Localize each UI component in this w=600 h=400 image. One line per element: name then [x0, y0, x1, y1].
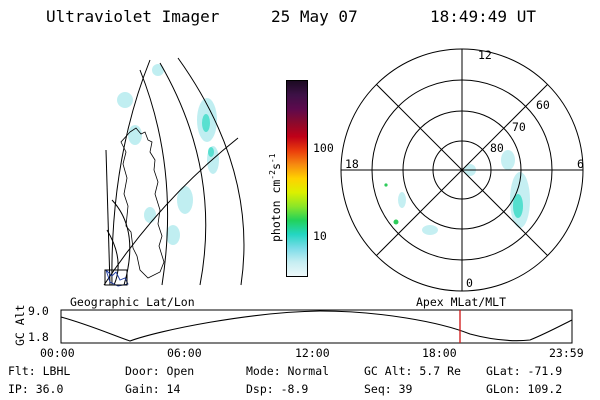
lat-label-80: 80 [490, 141, 504, 155]
info-ip: IP: 36.0 [8, 382, 64, 396]
mlt-label-0: 0 [466, 276, 473, 290]
timeline-ylabel: GC Alt [13, 304, 27, 346]
colorbar-tick-100: 100 [313, 141, 334, 155]
info-gain: Gain: 14 [125, 382, 181, 396]
altitude-curve [60, 310, 573, 342]
info-glon: GLon: 109.2 [486, 382, 563, 396]
timeline-tick-0600: 06:00 [167, 346, 202, 360]
timeline-tick-2359: 23:59 [549, 346, 584, 360]
info-gc-alt: GC Alt: 5.7 Re [364, 364, 461, 378]
header-time: 18:49:49 UT [430, 7, 536, 26]
info-glat: GLat: -71.9 [486, 364, 563, 378]
apex-label: Apex MLat/MLT [416, 295, 507, 309]
timeline-ymin: 1.8 [28, 330, 49, 344]
lat-label-70: 70 [512, 120, 526, 134]
mlt-label-18: 18 [345, 157, 359, 171]
color-bar [286, 80, 308, 277]
info-mode: Mode: Normal [246, 364, 330, 378]
timeline-tick-1800: 18:00 [422, 346, 457, 360]
info-door: Door: Open [125, 364, 195, 378]
info-seq: Seq: 39 [364, 382, 413, 396]
coastline-outline [120, 127, 165, 279]
mlt-label-12: 12 [478, 48, 492, 62]
timeline-ymax: 9.0 [28, 304, 49, 318]
colorbar-tick-10: 10 [313, 229, 327, 243]
header-date: 25 May 07 [271, 7, 358, 26]
header-title: Ultraviolet Imager [46, 7, 220, 26]
geographic-label: Geographic Lat/Lon [70, 295, 195, 309]
lat-label-60: 60 [536, 98, 550, 112]
info-filter: Flt: LBHL [8, 364, 71, 378]
timeline-tick-0000: 00:00 [40, 346, 75, 360]
mlt-label-6: 6 [577, 157, 584, 171]
timeline-tick-1200: 12:00 [295, 346, 330, 360]
info-dsp: Dsp: -8.9 [246, 382, 309, 396]
